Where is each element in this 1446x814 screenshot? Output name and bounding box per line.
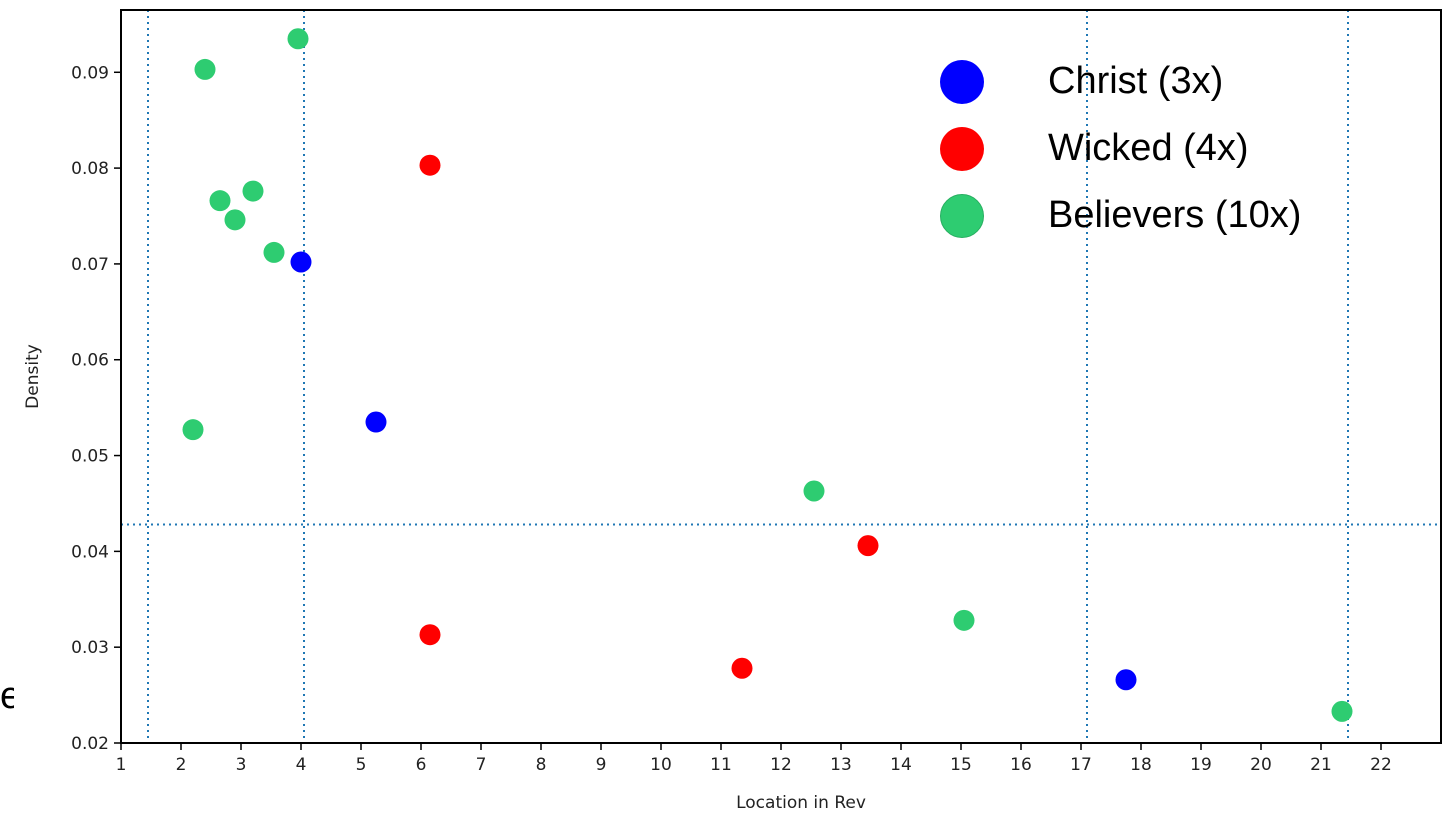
- x-tick-label: 22: [1370, 755, 1392, 775]
- x-tick-label: 9: [596, 755, 607, 775]
- y-tick-label: 0.07: [71, 255, 109, 275]
- y-tick-label: 0.05: [71, 447, 109, 467]
- x-tick-label: 7: [476, 755, 487, 775]
- x-tick-label: 17: [1070, 755, 1092, 775]
- data-point-series-1: [858, 535, 879, 556]
- x-tick-label: 21: [1310, 755, 1332, 775]
- data-point-series-2: [243, 181, 264, 202]
- x-axis-label: Location in Rev: [736, 793, 866, 813]
- data-point-series-2: [954, 610, 975, 631]
- data-point-series-0: [291, 251, 312, 272]
- x-tick-label: 8: [536, 755, 547, 775]
- x-tick-label: 3: [236, 755, 247, 775]
- data-point-series-2: [1332, 701, 1353, 722]
- x-tick-label: 2: [176, 755, 187, 775]
- data-point-series-2: [195, 59, 216, 80]
- legend-item-believers: Believers (10x): [940, 182, 1380, 249]
- legend-item-christ: Christ (3x): [940, 48, 1380, 115]
- x-tick-label: 4: [296, 755, 307, 775]
- data-point-series-2: [804, 481, 825, 502]
- x-tick-label: 12: [770, 755, 792, 775]
- x-tick-label: 5: [356, 755, 367, 775]
- legend-label: Christ (3x): [1048, 60, 1223, 103]
- data-point-series-2: [225, 209, 246, 230]
- x-tick-label: 11: [710, 755, 732, 775]
- legend-marker-wicked: [940, 127, 984, 171]
- data-point-series-2: [288, 28, 309, 49]
- y-tick-label: 0.03: [71, 638, 109, 658]
- y-tick-label: 0.08: [71, 159, 109, 179]
- clipped-text-fragment: e: [0, 676, 14, 716]
- legend-marker-christ: [940, 60, 984, 104]
- x-tick-label: 20: [1250, 755, 1272, 775]
- x-tick-label: 10: [650, 755, 672, 775]
- data-point-series-1: [732, 658, 753, 679]
- legend-label: Believers (10x): [1048, 194, 1301, 237]
- x-tick-label: 16: [1010, 755, 1032, 775]
- x-tick-label: 18: [1130, 755, 1152, 775]
- x-tick-label: 15: [950, 755, 972, 775]
- legend-item-wicked: Wicked (4x): [940, 115, 1380, 182]
- y-tick-label: 0.09: [71, 63, 109, 83]
- x-tick-label: 1: [116, 755, 127, 775]
- y-tick-label: 0.06: [71, 351, 109, 371]
- y-tick-label: 0.04: [71, 542, 109, 562]
- y-tick-label: 0.02: [71, 734, 109, 754]
- legend-marker-believers: [940, 194, 984, 238]
- legend-label: Wicked (4x): [1048, 127, 1249, 170]
- data-point-series-0: [1116, 669, 1137, 690]
- y-axis-label: Density: [23, 344, 43, 409]
- x-tick-label: 6: [416, 755, 427, 775]
- data-point-series-2: [210, 190, 231, 211]
- data-point-series-2: [264, 242, 285, 263]
- data-point-series-0: [366, 412, 387, 433]
- data-point-series-1: [420, 624, 441, 645]
- data-point-series-1: [420, 155, 441, 176]
- x-tick-label: 13: [830, 755, 852, 775]
- x-tick-label: 14: [890, 755, 912, 775]
- legend: Christ (3x) Wicked (4x) Believers (10x): [940, 48, 1380, 249]
- data-point-series-2: [183, 419, 204, 440]
- x-tick-label: 19: [1190, 755, 1212, 775]
